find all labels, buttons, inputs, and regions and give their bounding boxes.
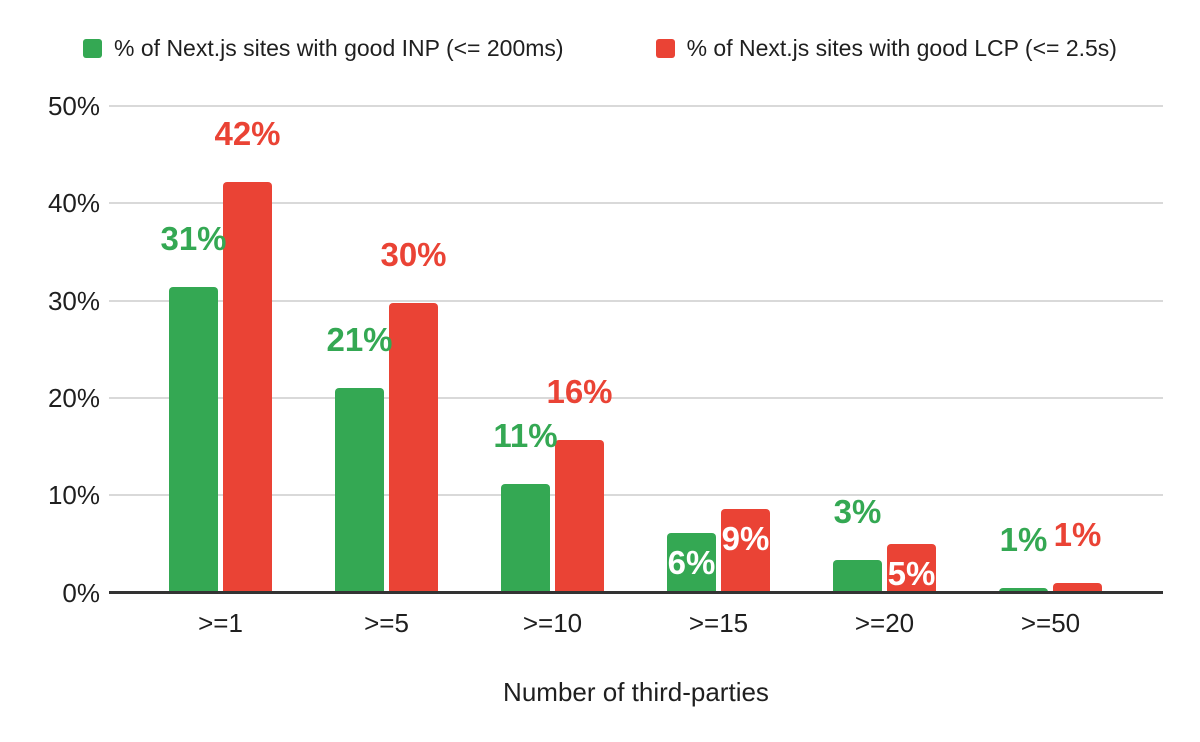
legend-label-lcp: % of Next.js sites with good LCP (<= 2.5… [686, 35, 1117, 61]
bar-lcp-ge20 [887, 543, 936, 593]
chart-legend: % of Next.js sites with good INP (<= 200… [0, 35, 1200, 62]
gridline-50 [109, 105, 1163, 107]
bar-value-label-lcp-ge15: 9% [721, 519, 770, 557]
x-tick-label-5: >=20 [854, 608, 915, 638]
x-tick-label-6: >=50 [1020, 608, 1081, 638]
bar-lcp-ge10 [555, 439, 604, 593]
bar-value-label-inp-ge1: 31% [160, 219, 227, 257]
y-tick-label-20: 20% [47, 382, 100, 413]
legend-swatch-lcp [655, 39, 675, 58]
legend-item-lcp: % of Next.js sites with good LCP (<= 2.5… [655, 35, 1117, 62]
bar-lcp-ge15 [721, 508, 770, 593]
bar-value-label-lcp-ge20: 5% [887, 554, 936, 592]
x-axis-title: Number of third-parties [503, 677, 769, 707]
bar-inp-ge20 [833, 560, 882, 593]
legend-item-inp: % of Next.js sites with good INP (<= 200… [83, 35, 564, 62]
bar-lcp-ge1 [223, 181, 272, 593]
bar-value-label-lcp-ge10: 16% [546, 372, 613, 410]
bar-inp-ge5 [335, 388, 384, 593]
bar-value-label-lcp-ge5: 30% [380, 235, 447, 273]
gridline-20 [109, 396, 1163, 399]
y-tick-label-50: 50% [47, 91, 100, 121]
bar-lcp-ge5 [389, 302, 438, 593]
x-tick-label-4: >=15 [688, 608, 749, 638]
bar-lcp-ge50 [1053, 582, 1102, 593]
bar-inp-ge15 [667, 533, 716, 593]
y-tick-label-30: 30% [47, 285, 100, 316]
bar-inp-ge10 [501, 484, 550, 593]
y-tick-label-10: 10% [47, 480, 100, 511]
legend-label-inp: % of Next.js sites with good INP (<= 200… [114, 35, 564, 61]
x-tick-label-2: >=5 [364, 608, 409, 638]
bar-inp-ge1 [169, 286, 218, 593]
gridline-40 [109, 202, 1163, 205]
x-tick-label-3: >=10 [522, 608, 583, 638]
legend-swatch-inp [83, 39, 103, 58]
gridline-10 [109, 494, 1163, 497]
y-tick-label-40: 40% [47, 188, 100, 219]
bar-value-label-lcp-ge1: 42% [214, 114, 281, 152]
bar-value-label-lcp-ge50: 1% [1053, 515, 1102, 553]
bar-value-label-inp-ge5: 21% [326, 321, 393, 359]
bar-value-label-inp-ge20: 3% [833, 493, 882, 531]
bar-value-label-inp-ge10: 11% [493, 417, 558, 455]
x-axis-line [109, 591, 1163, 594]
y-tick-label-0: 0% [62, 577, 100, 608]
gridline-30 [109, 299, 1163, 302]
bar-value-label-inp-ge15: 6% [667, 544, 716, 582]
bar-value-label-inp-ge50: 1% [999, 520, 1048, 558]
x-tick-label-1: >=1 [198, 608, 243, 638]
plot-area: 31% 42% 21% 30% 11% 16% 6% 9% 3% 5% 1% 1% [109, 105, 1163, 594]
bar-inp-ge50 [999, 587, 1048, 593]
